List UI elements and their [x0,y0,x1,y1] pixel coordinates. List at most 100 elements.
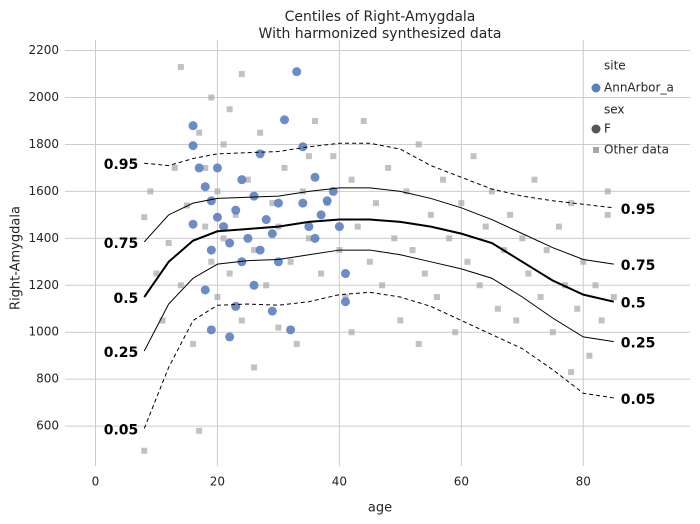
y-tick-label: 2000 [28,90,59,104]
other-data-point [238,317,245,324]
other-data-point [305,235,312,242]
other-data-point [177,63,184,70]
site-data-point [212,212,222,222]
other-data-point [348,176,355,183]
other-data-point [287,258,294,265]
other-data-point [525,270,532,277]
other-data-point [415,340,422,347]
other-data-point [598,317,605,324]
other-data-point [440,176,447,183]
other-data-point [433,294,440,301]
other-data-point [409,247,416,254]
centile-label-left: 0.75 [104,236,139,252]
other-data-point [568,200,575,207]
other-data-point [226,270,233,277]
site-data-point [273,198,283,208]
y-tick-label: 1400 [28,231,59,245]
site-data-point [310,233,320,243]
site-data-point [340,269,350,279]
site-data-point [225,238,235,248]
other-data-point [385,164,392,171]
other-data-point [220,141,227,148]
other-data-point [519,235,526,242]
other-data-point [141,214,148,221]
site-data-point [255,245,265,255]
site-data-point [206,245,216,255]
other-data-point [251,364,258,371]
y-tick-label: 1800 [28,137,59,151]
other-data-point [269,200,276,207]
y-tick-label: 1200 [28,278,59,292]
centile-line [144,142,614,209]
other-data-point [208,258,215,265]
y-tick-label: 800 [36,372,59,386]
other-data-point [330,153,337,160]
other-data-point [202,164,209,171]
other-data-point [153,270,160,277]
site-data-point [188,141,198,151]
other-data-point [196,427,203,434]
centile-label-right: 0.95 [621,202,656,218]
site-data-point [292,67,302,77]
other-data-point [244,176,251,183]
other-data-point [488,188,495,195]
other-data-point [610,294,617,301]
site-data-point [249,280,259,290]
other-data-point [226,106,233,113]
site-data-point [310,172,320,182]
site-data-point [322,196,332,206]
legend-title: sex [604,103,625,117]
legend-marker [591,83,601,93]
site-data-point [200,182,210,192]
other-data-point [604,211,611,218]
legend-marker [591,124,601,134]
other-data-point [220,235,227,242]
other-data-point [238,71,245,78]
centile-label-left: 0.05 [104,422,139,438]
chart-title: Centiles of Right-Amygdala [285,9,476,25]
other-data-point [543,247,550,254]
other-data-point [251,247,258,254]
other-data-point [549,329,556,336]
other-data-point [574,305,581,312]
other-data-point [312,117,318,124]
other-data-point [202,223,209,230]
x-tick-label: 60 [454,475,469,489]
x-axis-label: age [368,501,392,516]
centile-label-left: 0.25 [104,345,139,361]
other-data-point [507,211,514,218]
site-data-point [206,325,216,335]
y-tick-label: 1600 [28,184,59,198]
chart-subtitle: With harmonized synthesized data [259,26,502,42]
other-data-point [190,340,197,347]
other-data-point [165,240,172,247]
other-data-point [177,282,184,289]
other-data-point [470,153,477,160]
y-axis-label: Right-Amygdala [9,206,24,310]
other-data-point [159,317,166,324]
other-data-point [232,211,239,218]
y-tick-label: 600 [36,419,59,433]
other-data-point [257,129,264,136]
other-data-point [604,188,611,195]
other-data-point [586,352,593,359]
other-data-point [537,294,544,301]
other-data-point [299,188,306,195]
other-data-point [568,369,575,376]
other-data-point [397,317,404,324]
legend-title: site [604,59,626,73]
centile-label-left: 0.5 [113,291,138,307]
other-data-point [348,329,355,336]
site-data-point [255,149,265,159]
other-data-point [476,282,483,289]
site-data-point [231,301,241,311]
centile-label-right: 0.25 [621,336,656,352]
site-data-point [298,198,308,208]
site-data-point [316,210,326,220]
other-data-point [421,270,428,277]
legend-label: AnnArbor_a [604,81,674,95]
site-data-point [340,297,350,307]
x-tick-label: 80 [576,475,591,489]
